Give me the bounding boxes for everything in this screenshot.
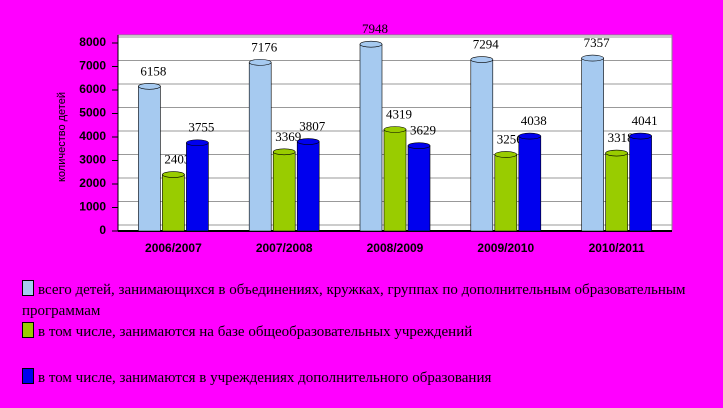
bar <box>518 135 542 232</box>
bar <box>581 57 604 232</box>
bar-cap <box>186 139 209 147</box>
bar <box>383 129 407 232</box>
bar-cap <box>248 59 272 66</box>
value-label: 3629 <box>410 123 436 138</box>
value-label: 4041 <box>632 113 658 128</box>
legend-item: в том числе, занимаются на базе общеобра… <box>22 322 722 343</box>
bar-cap <box>470 56 494 63</box>
bar-cap <box>629 132 652 140</box>
bar-cap <box>359 40 383 48</box>
legend-swatch <box>22 322 34 338</box>
legend-swatch <box>22 368 34 384</box>
x-tick-label: 2006/2007 <box>145 241 202 255</box>
bar <box>296 141 320 232</box>
bar <box>186 142 209 232</box>
bar <box>359 43 383 232</box>
bar-cap <box>605 149 628 157</box>
bar <box>605 152 628 232</box>
x-tick-label: 2007/2008 <box>256 241 313 255</box>
bar-cap <box>138 82 161 90</box>
y-tick-label: 1000 <box>79 200 106 214</box>
y-tick-label: 8000 <box>79 35 106 49</box>
legend-swatch <box>22 280 34 296</box>
y-tick-label: 7000 <box>79 59 106 73</box>
bar-cap <box>581 54 604 62</box>
bar-cap <box>407 142 431 150</box>
value-label: 4319 <box>386 106 412 121</box>
value-label: 7176 <box>251 39 278 54</box>
legend-label: в том числе, занимаются на базе общеобра… <box>38 324 473 340</box>
value-label: 3256 <box>497 131 524 146</box>
legend-label: в том числе, занимаются в учреждениях до… <box>38 370 492 386</box>
legend-item: всего детей, занимающихся в объединениях… <box>22 280 722 322</box>
bar-cap <box>494 151 518 158</box>
value-label: 3755 <box>188 120 214 135</box>
x-tick-label: 2010/2011 <box>589 241 645 255</box>
value-label: 3807 <box>299 119 326 134</box>
y-tick-label: 2000 <box>79 176 106 190</box>
value-label: 3318 <box>608 130 634 145</box>
bar <box>494 154 518 232</box>
legend-item: в том числе, занимаются в учреждениях до… <box>22 368 722 389</box>
y-tick-label: 6000 <box>79 82 106 96</box>
y-axis-label: количество детей <box>56 92 68 182</box>
bar <box>138 85 161 232</box>
bar-cap <box>518 132 542 140</box>
bar <box>248 62 272 232</box>
bar <box>470 59 494 232</box>
y-tick-label: 3000 <box>79 153 106 167</box>
legend-label: всего детей, занимающихся в объединениях… <box>22 282 686 319</box>
value-label: 7948 <box>362 21 388 36</box>
y-tick-label: 5000 <box>79 106 106 120</box>
bar-cap <box>383 126 407 133</box>
value-label: 7357 <box>584 35 611 50</box>
bar <box>162 174 185 232</box>
value-label: 4038 <box>521 113 547 128</box>
value-label: 2403 <box>164 152 190 167</box>
value-label: 3369 <box>275 129 301 144</box>
bar <box>272 151 296 232</box>
bar-cap <box>296 138 320 145</box>
bar-cap <box>272 148 296 156</box>
y-tick-label: 0 <box>99 223 106 237</box>
bar <box>407 145 431 232</box>
bar-cap <box>162 171 185 178</box>
bar <box>629 135 652 232</box>
x-tick-label: 2009/2010 <box>477 241 534 255</box>
y-tick-label: 4000 <box>79 129 106 143</box>
value-label: 7294 <box>473 37 500 52</box>
x-tick-label: 2008/2009 <box>367 241 424 255</box>
value-label: 6158 <box>140 63 166 78</box>
